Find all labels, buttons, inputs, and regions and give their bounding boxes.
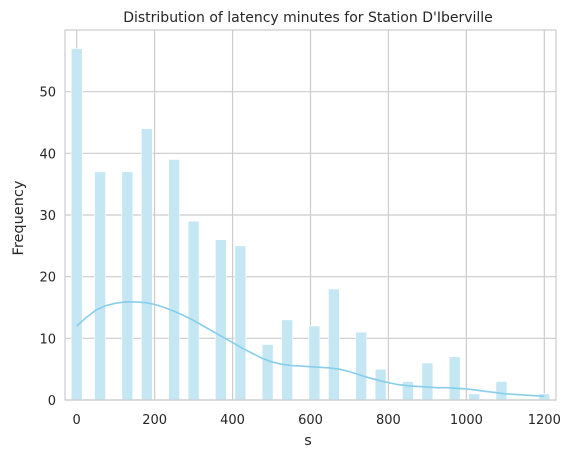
x-tick-label: 800: [376, 413, 401, 428]
y-tick-label: 0: [48, 394, 56, 409]
x-tick-label: 1200: [528, 413, 561, 428]
y-tick-label: 40: [39, 147, 56, 162]
histogram-bar: [234, 245, 247, 401]
x-tick-label: 600: [298, 413, 323, 428]
histogram-bar: [328, 288, 340, 401]
kde-curve: [76, 301, 545, 398]
histogram-bar: [94, 171, 106, 401]
histogram-bar: [215, 239, 227, 401]
x-axis-label: s: [304, 433, 312, 449]
chart-title: Distribution of latency minutes for Stat…: [123, 10, 493, 26]
histogram-bar: [187, 220, 200, 401]
y-axis-label: Frequency: [11, 180, 27, 255]
histogram-bar: [70, 48, 83, 401]
histogram-bar: [121, 171, 134, 401]
histogram-bar: [421, 362, 434, 401]
y-tick-label: 10: [39, 332, 56, 347]
histogram-bar: [402, 381, 414, 401]
histogram-bar: [355, 331, 367, 401]
y-tick-label: 20: [39, 271, 56, 286]
x-tick-label: 0: [73, 413, 81, 428]
histogram-bar: [261, 344, 274, 401]
histogram-bar: [168, 159, 180, 401]
histogram-bar: [141, 128, 153, 401]
x-tick-label: 200: [142, 413, 167, 428]
histogram-bars: [70, 48, 551, 401]
kde-curve-group: [76, 301, 545, 398]
histogram-bar: [448, 356, 461, 401]
y-tick-label: 50: [39, 86, 56, 101]
histogram-bar: [468, 393, 480, 401]
x-tick-label: 1000: [450, 413, 483, 428]
histogram-bar: [495, 381, 508, 401]
plot-frame: [64, 29, 557, 401]
plot-border: [64, 29, 557, 401]
histogram-bar: [374, 368, 387, 401]
histogram-bar: [308, 325, 321, 401]
histogram-bar: [538, 393, 551, 401]
y-tick-label: 30: [39, 209, 56, 224]
histogram-bar: [281, 319, 293, 401]
tick-labels: 0 200 400 600 800 1000 1200 0 10 20 30 40 50: [39, 86, 560, 428]
x-tick-label: 400: [220, 413, 245, 428]
